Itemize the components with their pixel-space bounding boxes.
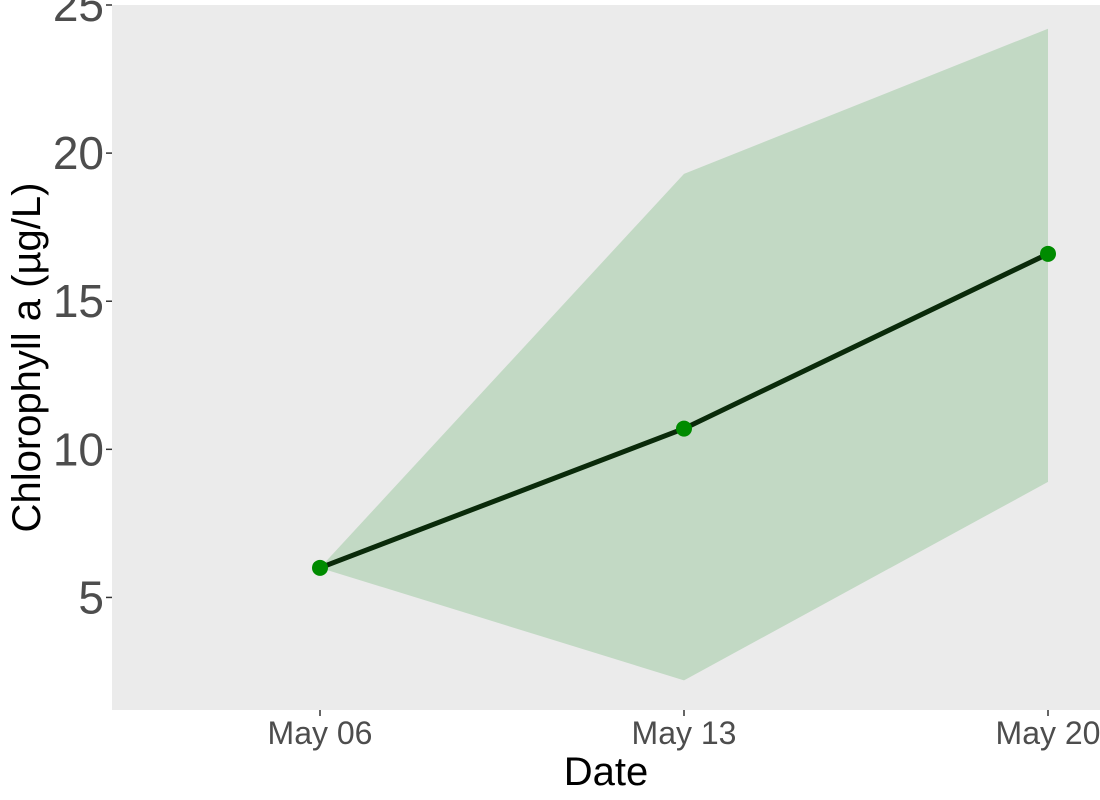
confidence-ribbon bbox=[320, 28, 1048, 681]
x-tick-label: May 06 bbox=[268, 715, 373, 751]
data-point bbox=[312, 559, 328, 576]
y-tick-label: 25 bbox=[53, 0, 104, 31]
ribbon-layer bbox=[320, 28, 1048, 681]
x-tick-label: May 13 bbox=[632, 715, 737, 751]
data-point bbox=[1040, 245, 1056, 262]
y-tick-label: 15 bbox=[53, 275, 104, 327]
point-layer bbox=[312, 245, 1056, 576]
x-axis: May 06 May 13 May 20 bbox=[268, 710, 1100, 751]
y-tick-label: 10 bbox=[53, 423, 104, 475]
x-tick-label: May 20 bbox=[996, 715, 1100, 751]
y-axis-title: Chlorophyll a (µg/L) bbox=[5, 183, 49, 533]
x-axis-title: Date bbox=[564, 750, 649, 794]
y-tick-label: 5 bbox=[78, 571, 104, 623]
y-tick-label: 20 bbox=[53, 127, 104, 179]
y-axis: 5 10 15 20 25 bbox=[53, 0, 112, 623]
data-point bbox=[676, 420, 692, 437]
